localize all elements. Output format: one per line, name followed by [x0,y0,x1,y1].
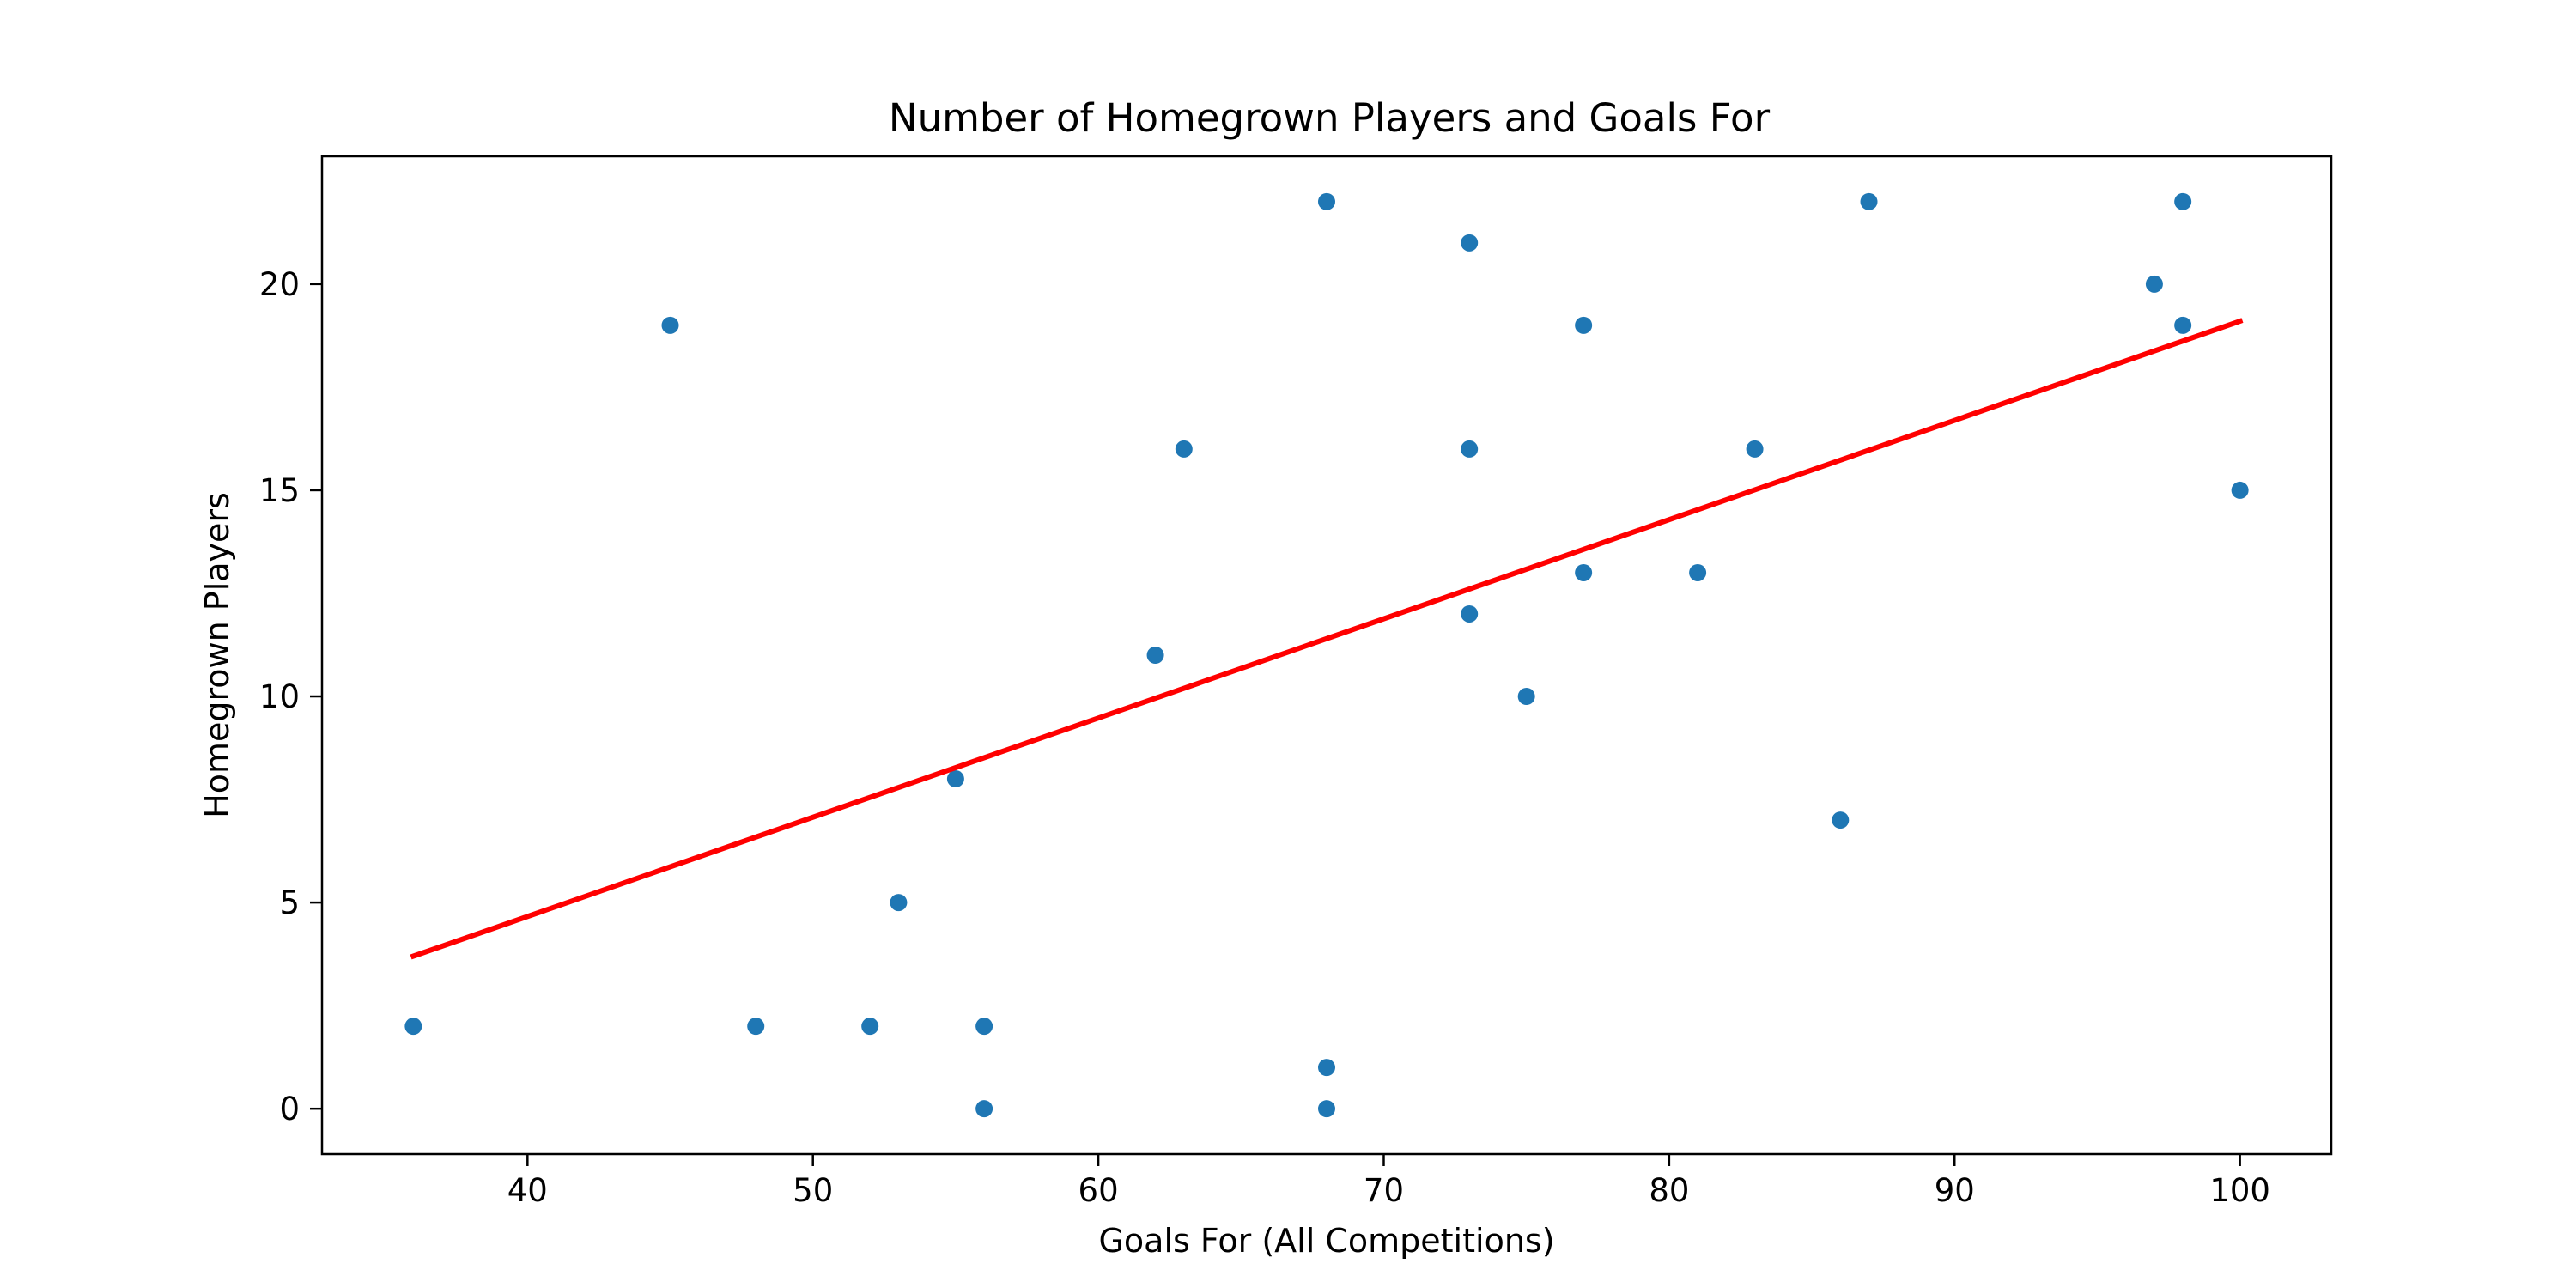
data-point-7 [975,1100,993,1118]
data-point-12 [1318,1100,1335,1118]
chart-title: Number of Homegrown Players and Goals Fo… [889,95,1771,141]
data-point-1 [661,316,679,334]
data-point-3 [861,1018,879,1036]
data-point-11 [1318,1059,1335,1077]
x-tick-label: 90 [1935,1172,1975,1209]
x-tick-label: 80 [1649,1172,1689,1209]
data-point-23 [2145,275,2163,293]
x-axis-title: Goals For (All Competitions) [1098,1222,1554,1260]
data-point-17 [1575,316,1593,334]
data-point-15 [1461,605,1479,623]
data-point-4 [890,894,908,912]
data-point-18 [1575,563,1593,581]
data-point-2 [747,1018,765,1036]
data-point-22 [1860,192,1878,210]
data-point-25 [2174,316,2192,334]
data-point-13 [1461,234,1479,252]
data-point-10 [1318,192,1335,210]
y-tick-label: 0 [279,1091,300,1127]
y-tick-label: 15 [259,472,300,509]
data-point-19 [1689,563,1707,581]
x-axis: 40 50 60 70 80 90 100 [507,1154,2270,1209]
x-tick-label: 100 [2209,1172,2270,1209]
data-point-8 [1146,647,1164,664]
data-point-9 [1175,440,1193,458]
x-tick-label: 60 [1078,1172,1119,1209]
y-axis: 0 5 10 15 20 [259,266,322,1127]
y-tick-label: 10 [259,678,300,715]
y-tick-label: 20 [259,266,300,303]
trend-line [410,318,2244,960]
y-tick-label: 5 [279,884,300,921]
y-axis-title: Homegrown Players [198,492,236,818]
data-point-26 [2231,481,2249,499]
data-point-24 [2174,192,2192,210]
x-tick-label: 70 [1364,1172,1404,1209]
data-point-0 [404,1018,422,1036]
data-point-14 [1461,440,1479,458]
x-tick-label: 40 [507,1172,548,1209]
data-point-16 [1517,688,1535,706]
plot-marks [404,192,2249,1118]
x-tick-label: 50 [793,1172,833,1209]
data-point-20 [1746,440,1764,458]
data-point-21 [1832,811,1850,829]
plot-frame [320,155,2333,1156]
data-point-6 [975,1018,993,1036]
data-point-5 [946,770,964,788]
